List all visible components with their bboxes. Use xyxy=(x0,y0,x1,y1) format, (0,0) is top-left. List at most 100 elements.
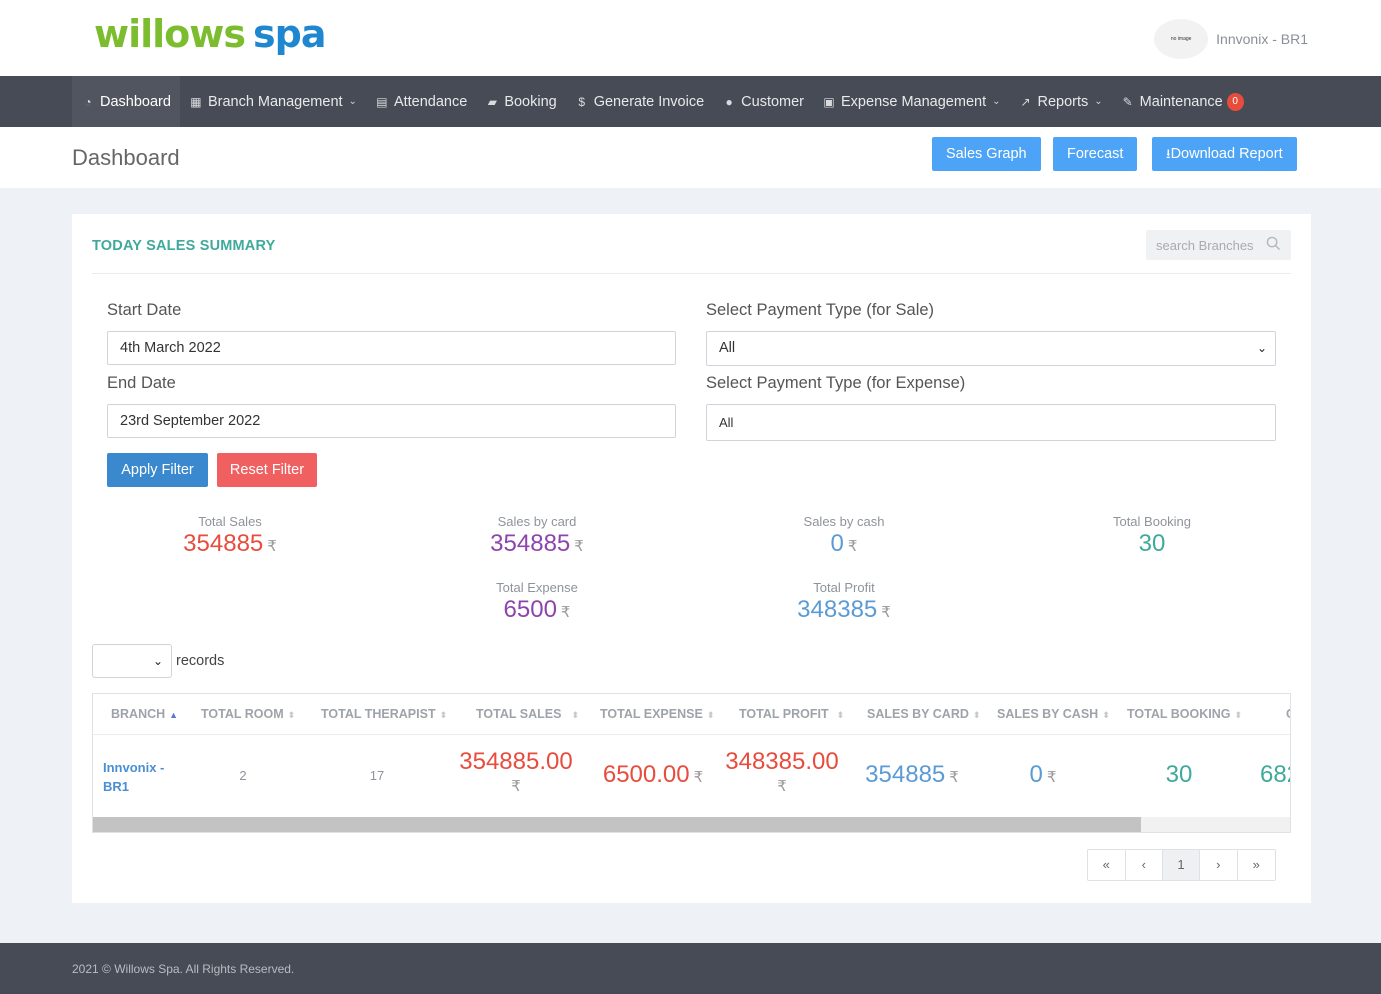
nav-generate-invoice[interactable]: $ Generate Invoice xyxy=(566,76,713,127)
rupee-icon: ₹ xyxy=(881,604,891,621)
dollar-icon: $ xyxy=(578,94,586,109)
stat-label: Total Booking xyxy=(1112,514,1192,529)
rupee-icon: ₹ xyxy=(949,769,959,786)
divider xyxy=(92,273,1291,274)
pagination: « ‹ 1 › » xyxy=(1087,849,1276,881)
records-select[interactable]: ⌄ xyxy=(92,644,172,678)
first-page-button[interactable]: « xyxy=(1088,850,1126,880)
download-report-button[interactable]: ⭳Download Report xyxy=(1152,137,1297,171)
stat-label: Total Expense xyxy=(496,580,578,595)
search-input[interactable]: search Branches xyxy=(1146,230,1291,260)
last-page-button[interactable]: » xyxy=(1252,857,1260,872)
stat-number: 0 xyxy=(830,530,844,557)
header-label: TOTAL ROOM xyxy=(201,707,284,721)
column-header-total-room[interactable]: TOTAL ROOM ⬍ xyxy=(201,694,295,734)
column-header-sales-by-card[interactable]: SALES BY CARD ⬍ xyxy=(867,694,980,734)
user-menu[interactable]: no image Innvonix - BR1 xyxy=(1154,19,1308,59)
cell-total-profit: 348385.00 ₹ xyxy=(717,745,847,795)
nav-expense-management[interactable]: ▣ Expense Management ⌄ xyxy=(813,76,1009,127)
nav-expense-management-label: Expense Management xyxy=(841,93,987,110)
scrollbar-thumb[interactable] xyxy=(93,817,1141,832)
reset-filter-button[interactable]: Reset Filter xyxy=(217,453,317,487)
download-icon: ⭳ xyxy=(1166,146,1171,161)
branch-link[interactable]: Innvonix - BR1 xyxy=(103,760,165,794)
stat-value: 6500 ₹ xyxy=(437,596,637,624)
cell-value: 0 xyxy=(1029,761,1043,788)
sales-graph-button[interactable]: Sales Graph xyxy=(932,137,1041,171)
stat-value: 348385 ₹ xyxy=(744,596,944,624)
footer: 2021 © Willows Spa. All Rights Reserved. xyxy=(0,943,1381,994)
nav-customer[interactable]: ● Customer xyxy=(713,76,813,127)
nav-reports-label: Reports xyxy=(1037,93,1089,110)
column-header-total-profit[interactable]: TOTAL PROFIT ⬍ xyxy=(739,694,844,734)
header-label: TOTAL SALES xyxy=(476,707,562,721)
payment-sale-select[interactable]: All ⌄ xyxy=(706,331,1276,366)
column-header-branch[interactable]: BRANCH ▲ xyxy=(111,694,178,734)
copyright-text: 2021 © Willows Spa. All Rights Reserved. xyxy=(72,962,295,976)
nav-booking-label: Booking xyxy=(504,93,557,110)
header-label: BRANCH xyxy=(111,707,166,721)
nav-branch-management[interactable]: ▦ Branch Management ⌄ xyxy=(180,76,366,127)
line-chart-icon: ↗ xyxy=(1020,94,1031,109)
stat-label: Total Profit xyxy=(813,580,875,595)
nav-maintenance-label: Maintenance xyxy=(1139,93,1223,110)
user-name: Innvonix - BR1 xyxy=(1216,31,1308,47)
brand-logo-part2: spa xyxy=(253,12,326,56)
start-date-label: Start Date xyxy=(107,301,182,319)
next-page-button[interactable]: › xyxy=(1200,850,1238,880)
nav-booking[interactable]: ▰ Booking xyxy=(476,76,565,127)
horizontal-scrollbar[interactable] xyxy=(93,817,1290,832)
stat-sales-by-card: Sales by card 354885 ₹ xyxy=(437,514,637,558)
sales-summary-card: TODAY SALES SUMMARY search Branches Star… xyxy=(72,214,1311,903)
end-date-field[interactable]: 23rd September 2022 xyxy=(107,404,676,438)
nav-dashboard[interactable]: ◔ Dashboard xyxy=(72,76,180,127)
stat-number: 6500 xyxy=(503,596,557,623)
page-title: Dashboard xyxy=(72,145,180,170)
card-title: TODAY SALES SUMMARY xyxy=(92,238,276,254)
stat-total-sales: Total Sales 354885 ₹ xyxy=(130,514,330,558)
header-label: TOTAL BOOKING xyxy=(1127,707,1231,721)
sort-icon: ⬍ xyxy=(706,710,715,720)
nav-reports[interactable]: ↗ Reports ⌄ xyxy=(1010,76,1112,127)
avatar: no image xyxy=(1154,19,1209,59)
chevron-down-icon: ⌄ xyxy=(152,654,163,668)
calendar-icon: ▤ xyxy=(376,94,388,109)
column-header-cut[interactable]: C xyxy=(1286,694,1290,734)
column-header-sales-by-cash[interactable]: SALES BY CASH ⬍ xyxy=(997,694,1110,734)
users-icon: ● xyxy=(725,94,733,109)
search-icon xyxy=(1266,236,1281,251)
cell-value: 6500.00 xyxy=(602,761,690,788)
book-icon: ▰ xyxy=(487,94,497,109)
nav-maintenance[interactable]: ✎ Maintenance 0 xyxy=(1112,76,1253,127)
stat-number: 354885 xyxy=(490,530,571,557)
top-header: willows spa no image Innvonix - BR1 xyxy=(0,0,1381,76)
payment-sale-label: Select Payment Type (for Sale) xyxy=(706,301,935,319)
nav-attendance[interactable]: ▤ Attendance xyxy=(366,76,476,127)
chevron-down-icon: ⌄ xyxy=(992,96,1001,107)
cell-total-therapist: 17 xyxy=(369,768,385,783)
sort-icon: ⬍ xyxy=(1102,710,1110,720)
stat-sales-by-cash: Sales by cash 0 ₹ xyxy=(744,514,944,558)
stat-number: 354885 xyxy=(183,530,264,557)
page-1-button[interactable]: 1 xyxy=(1163,850,1200,880)
column-header-total-sales[interactable]: TOTAL SALES ⬍ xyxy=(476,694,579,734)
payment-expense-select[interactable]: All xyxy=(706,404,1276,441)
sort-icon: ⬍ xyxy=(836,710,845,720)
sort-asc-icon: ▲ xyxy=(169,710,179,720)
start-date-field[interactable]: 4th March 2022 xyxy=(107,331,676,365)
cell-value: 354885 xyxy=(865,761,946,788)
stat-number: 348385 xyxy=(797,596,878,623)
sort-icon: ⬍ xyxy=(439,710,448,720)
column-header-total-booking[interactable]: TOTAL BOOKING ⬍ xyxy=(1127,694,1242,734)
header-label: SALES BY CASH xyxy=(997,707,1099,721)
main-nav: ◔ Dashboard ▦ Branch Management ⌄ ▤ Attendan… xyxy=(0,76,1381,127)
sort-icon: ⬍ xyxy=(571,710,579,720)
column-header-total-expense[interactable]: TOTAL EXPENSE ⬍ xyxy=(600,694,714,734)
apply-filter-button[interactable]: Apply Filter xyxy=(107,453,208,487)
brand-logo[interactable]: willows spa xyxy=(94,12,326,56)
forecast-button[interactable]: Forecast xyxy=(1053,137,1138,171)
dashboard-icon: ◔ xyxy=(84,94,92,109)
prev-page-button[interactable]: ‹ xyxy=(1126,850,1163,880)
nav-attendance-label: Attendance xyxy=(393,93,468,110)
column-header-total-therapist[interactable]: TOTAL THERAPIST ⬍ xyxy=(321,694,447,734)
